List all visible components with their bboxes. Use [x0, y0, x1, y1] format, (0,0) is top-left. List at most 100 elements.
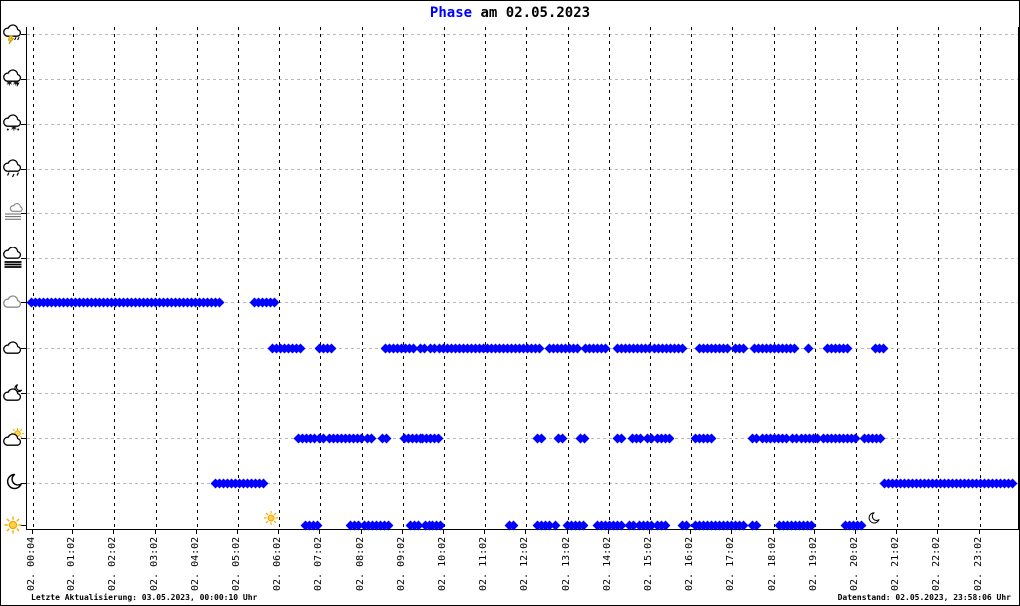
x-axis-label: 02. 14:02 [601, 536, 613, 591]
y-axis-tick [21, 302, 26, 303]
x-axis-tick [32, 529, 34, 534]
hour-gridline [279, 27, 281, 529]
y-axis-tick [21, 483, 26, 484]
row-gridline [27, 34, 1018, 35]
y-axis-tick [21, 34, 26, 35]
data-point-cloudy [803, 343, 814, 354]
x-axis-tick [690, 529, 692, 534]
x-axis-label: 02. 01:02 [66, 536, 78, 591]
annotation-moon-icon [865, 511, 881, 527]
hour-gridline [443, 27, 445, 529]
x-axis-tick [978, 529, 980, 534]
x-axis-label: 02. 04:02 [189, 536, 201, 591]
svg-text:**: ** [6, 79, 19, 91]
x-axis-label: 02. 11:02 [478, 536, 490, 591]
mist-icon [2, 202, 24, 224]
moon-icon [2, 472, 24, 494]
x-axis-tick [278, 529, 280, 534]
x-axis-tick [401, 529, 403, 534]
hour-gridline [855, 27, 857, 529]
x-axis-label: 02. 13:02 [560, 536, 572, 591]
row-gridline [27, 79, 1018, 80]
hour-gridline [33, 27, 35, 529]
x-axis-tick [195, 529, 197, 534]
x-axis-tick [937, 529, 939, 534]
hour-gridline [897, 27, 899, 529]
hour-gridline [361, 27, 363, 529]
hour-gridline [732, 27, 734, 529]
hour-gridline [237, 27, 239, 529]
x-axis-tick [484, 529, 486, 534]
y-axis-tick [21, 213, 26, 214]
x-axis-tick [113, 529, 115, 534]
x-axis-label: 02. 10:02 [436, 536, 448, 591]
hour-gridline [814, 27, 816, 529]
x-axis-tick [442, 529, 444, 534]
x-axis-label: 02. 21:02 [890, 536, 902, 591]
cloud-moon-icon [2, 382, 24, 404]
row-gridline [27, 213, 1018, 214]
y-axis-tick [21, 393, 26, 394]
x-axis-tick [607, 529, 609, 534]
row-gridline [27, 302, 1018, 303]
hour-gridline [691, 27, 693, 529]
hour-gridline [73, 27, 75, 529]
svg-text:*: * [11, 124, 18, 136]
hour-gridline [526, 27, 528, 529]
x-axis-label: 02. 09:02 [395, 536, 407, 591]
x-axis-label: 02. 16:02 [684, 536, 696, 591]
x-axis-label: 02. 03:02 [148, 536, 160, 591]
sun-icon [2, 514, 24, 536]
x-axis-label: 02. 02:02 [107, 536, 119, 591]
x-axis-tick [648, 529, 650, 534]
y-axis-tick [21, 525, 26, 526]
overcast-icon [2, 291, 24, 313]
cloud-sun-icon [2, 427, 24, 449]
row-gridline [27, 483, 1018, 484]
x-axis-label: 02. 17:02 [725, 536, 737, 591]
x-axis-tick [360, 529, 362, 534]
hour-gridline [485, 27, 487, 529]
y-axis-tick [21, 124, 26, 125]
y-axis-tick [21, 438, 26, 439]
row-gridline [27, 169, 1018, 170]
x-axis-label: 02. 22:02 [931, 536, 943, 591]
y-axis-tick [21, 348, 26, 349]
x-axis-tick [525, 529, 527, 534]
row-gridline [27, 393, 1018, 394]
title-word-phase: Phase [429, 5, 473, 21]
last-update-text: Letzte Aktualisierung: 03.05.2023, 00:00… [31, 593, 258, 602]
x-axis-label: 02. 08:02 [354, 536, 366, 591]
plot-area [26, 27, 1019, 531]
x-axis-label: 02. 00:04 [26, 536, 38, 591]
hour-gridline [196, 27, 198, 529]
x-axis-label: 02. 05:02 [230, 536, 242, 591]
x-axis-tick [154, 529, 156, 534]
y-axis-tick [21, 169, 26, 170]
hour-gridline [979, 27, 981, 529]
hour-gridline [567, 27, 569, 529]
x-axis-label: 02. 20:02 [848, 536, 860, 591]
x-axis-label: 02. 12:02 [519, 536, 531, 591]
hour-gridline [320, 27, 322, 529]
hour-gridline [773, 27, 775, 529]
x-axis-tick [854, 529, 856, 534]
x-axis-tick [772, 529, 774, 534]
rain-icon [2, 158, 24, 180]
title-date-text: am 02.05.2023 [472, 5, 591, 21]
hour-gridline [402, 27, 404, 529]
hour-gridline [938, 27, 940, 529]
chart-title: Phase am 02.05.2023 [1, 5, 1019, 21]
x-axis-label: 02. 19:02 [807, 536, 819, 591]
hour-gridline [608, 27, 610, 529]
x-axis-tick [731, 529, 733, 534]
snow-icon: * [2, 113, 24, 135]
x-axis-tick [236, 529, 238, 534]
x-axis-tick [896, 529, 898, 534]
row-gridline [27, 124, 1018, 125]
x-axis-tick [566, 529, 568, 534]
fog-icon [2, 247, 24, 269]
x-axis-label: 02. 18:02 [766, 536, 778, 591]
hour-gridline [114, 27, 116, 529]
